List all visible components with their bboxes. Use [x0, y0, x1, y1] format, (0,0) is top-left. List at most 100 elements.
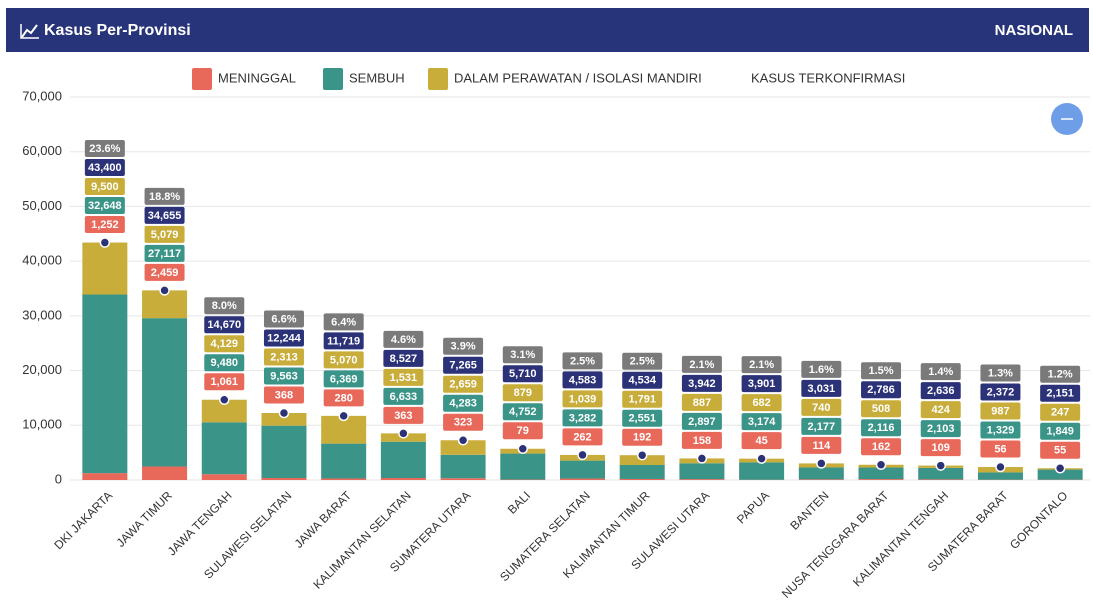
- bar-segment: [799, 479, 844, 480]
- data-label: 508: [872, 403, 890, 415]
- header-scope[interactable]: NASIONAL: [995, 22, 1073, 39]
- bar-segment: [202, 422, 247, 474]
- data-label: 280: [334, 392, 352, 404]
- data-label: 1.5%: [868, 365, 893, 377]
- data-label: 2,103: [927, 423, 955, 435]
- legend-label: DALAM PERAWATAN / ISOLASI MANDIRI: [454, 70, 702, 85]
- data-label: 363: [394, 410, 412, 422]
- data-label: 262: [573, 431, 591, 443]
- data-label: 27,117: [148, 248, 181, 260]
- data-label: 4,534: [628, 375, 656, 387]
- data-label: 3,174: [748, 416, 776, 428]
- bar-segment: [321, 478, 366, 480]
- data-label: 887: [693, 397, 711, 409]
- total-dot: [518, 444, 527, 453]
- data-label: 1.4%: [928, 366, 953, 378]
- legend-swatch: [192, 68, 212, 90]
- x-tick-label: BANTEN: [787, 488, 831, 532]
- data-label: 43,400: [88, 162, 122, 174]
- total-dot: [100, 238, 109, 247]
- data-label: 2.1%: [689, 359, 714, 371]
- data-label: 247: [1051, 407, 1069, 419]
- data-label: 18.8%: [149, 191, 180, 203]
- data-label: 323: [454, 417, 472, 429]
- total-dot: [817, 459, 826, 468]
- data-label: 368: [275, 389, 293, 401]
- data-label: 2,151: [1046, 388, 1074, 400]
- bar-segment: [500, 454, 545, 480]
- data-label: 34,655: [148, 210, 182, 222]
- header-title: Kasus Per-Provinsi: [44, 22, 191, 39]
- data-label: 55: [1054, 445, 1066, 457]
- bar-segment: [321, 444, 366, 479]
- data-label: 114: [812, 440, 831, 452]
- total-dot: [459, 436, 468, 445]
- bar-segment: [560, 461, 605, 479]
- bar-segment: [381, 442, 426, 478]
- data-label: 9,500: [91, 181, 119, 193]
- data-label: 8.0%: [212, 300, 237, 312]
- y-tick-label: 30,000: [22, 307, 62, 322]
- x-tick-label: BALI: [505, 488, 533, 516]
- data-label: 987: [991, 405, 1009, 417]
- data-label: 158: [693, 435, 711, 447]
- data-label: 5,070: [330, 354, 358, 366]
- data-label: 6.4%: [331, 316, 356, 328]
- total-dot: [996, 463, 1005, 472]
- y-tick-label: 0: [55, 471, 62, 486]
- bar-segment: [918, 479, 963, 480]
- data-label: 1.6%: [809, 364, 834, 376]
- data-label: 2,313: [270, 351, 298, 363]
- data-label: 2.5%: [630, 356, 655, 368]
- data-label: 1.3%: [988, 367, 1013, 379]
- bar-segment: [679, 479, 724, 480]
- data-label: 1,061: [210, 376, 238, 388]
- data-label: 4,283: [449, 398, 477, 410]
- x-tick-label: DKI JAKARTA: [51, 488, 115, 552]
- data-label: 2,116: [868, 422, 895, 434]
- total-dot: [697, 454, 706, 463]
- bar-segment: [978, 472, 1023, 479]
- data-label: 56: [994, 443, 1006, 455]
- x-tick-label: KALIMANTAN SELATAN: [310, 488, 413, 591]
- bar-segment: [381, 478, 426, 480]
- total-dot: [877, 460, 886, 469]
- total-dot: [339, 411, 348, 420]
- data-label: 3.9%: [451, 341, 476, 353]
- total-dot: [936, 461, 945, 470]
- data-label: 740: [812, 402, 830, 414]
- data-label: 1,039: [569, 393, 597, 405]
- bar-segment: [679, 463, 724, 479]
- bar-segment: [142, 467, 187, 480]
- data-label: 11,719: [327, 335, 360, 347]
- total-dot: [757, 454, 766, 463]
- legend-label: SEMBUH: [349, 70, 405, 85]
- bar-segment: [620, 465, 665, 479]
- data-label: 1,531: [390, 372, 418, 384]
- y-tick-label: 40,000: [22, 253, 62, 268]
- total-dot: [578, 450, 587, 459]
- total-dot: [279, 409, 288, 418]
- total-dot: [638, 451, 647, 460]
- x-tick-label: GORONTALO: [1007, 488, 1070, 551]
- data-label: 9,480: [210, 357, 238, 369]
- legend-label: MENINGGAL: [218, 70, 296, 85]
- data-label: 2,659: [449, 379, 477, 391]
- bar-segment: [202, 474, 247, 480]
- data-label: 12,244: [267, 332, 302, 344]
- y-tick-label: 70,000: [22, 88, 62, 103]
- data-label: 2,786: [867, 384, 895, 396]
- data-label: 3,031: [808, 383, 836, 395]
- data-label: 4.6%: [391, 334, 416, 346]
- data-label: 1,252: [91, 219, 119, 231]
- legend-label: KASUS TERKONFIRMASI: [751, 70, 905, 85]
- data-label: 6,369: [330, 373, 358, 385]
- data-label: 1,791: [628, 394, 656, 406]
- y-tick-label: 50,000: [22, 198, 62, 213]
- data-label: 1.2%: [1048, 369, 1073, 381]
- y-tick-label: 60,000: [22, 143, 62, 158]
- bar-segment: [82, 473, 127, 480]
- data-label: 3.1%: [510, 349, 535, 361]
